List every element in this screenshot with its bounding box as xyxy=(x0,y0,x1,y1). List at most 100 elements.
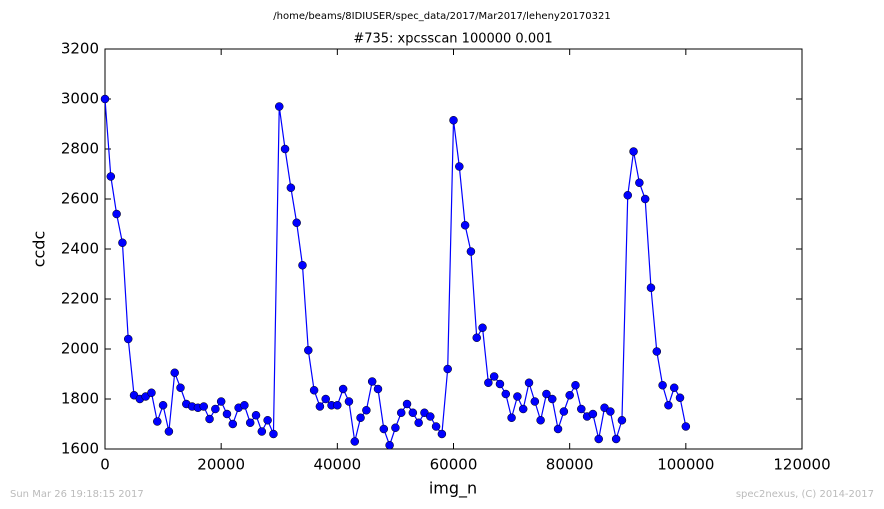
data-point xyxy=(176,383,185,392)
data-point xyxy=(333,401,342,410)
data-point xyxy=(309,386,319,395)
data-point xyxy=(629,147,638,156)
data-point xyxy=(646,283,656,292)
data-point xyxy=(321,394,330,404)
data-point xyxy=(269,429,278,439)
x-tick-label: 80000 xyxy=(546,456,594,474)
data-point xyxy=(478,323,487,332)
x-tick-label: 20000 xyxy=(197,456,245,474)
data-point xyxy=(577,404,586,414)
data-point xyxy=(373,384,383,394)
data-point xyxy=(501,389,511,399)
data-point xyxy=(344,397,354,406)
data-point xyxy=(617,416,627,425)
data-point xyxy=(524,378,534,387)
data-point xyxy=(228,419,238,429)
data-point xyxy=(106,172,116,181)
data-point xyxy=(484,378,493,387)
data-point xyxy=(507,413,516,422)
y-tick-label: 1600 xyxy=(61,440,99,458)
data-point xyxy=(396,408,406,417)
data-point xyxy=(280,144,290,154)
data-point xyxy=(304,346,313,355)
data-point xyxy=(391,423,400,432)
data-point xyxy=(606,407,615,416)
data-point xyxy=(623,191,632,200)
data-point xyxy=(455,162,464,171)
y-tick-label: 2200 xyxy=(61,290,99,308)
data-point xyxy=(286,183,296,192)
data-point xyxy=(402,399,412,409)
x-axis-label: img_n xyxy=(429,479,477,499)
data-point xyxy=(530,397,540,406)
data-point xyxy=(675,393,685,402)
data-point xyxy=(147,388,156,397)
data-point xyxy=(542,389,551,399)
data-point xyxy=(640,194,650,204)
data-point xyxy=(367,377,377,386)
data-point xyxy=(240,401,249,410)
data-point xyxy=(426,412,435,421)
data-point xyxy=(495,379,505,389)
data-point xyxy=(275,102,284,111)
data-point xyxy=(611,434,621,444)
footer-right: spec2nexus, (C) 2014-2017 xyxy=(736,489,874,500)
y-tick-label: 3000 xyxy=(61,90,99,108)
y-tick-label: 2400 xyxy=(61,240,99,258)
data-point xyxy=(356,413,365,422)
data-point xyxy=(338,384,348,394)
data-point xyxy=(553,424,563,434)
data-point xyxy=(158,401,168,410)
data-point xyxy=(664,401,673,410)
y-tick-label: 2800 xyxy=(61,140,99,158)
data-point xyxy=(472,333,481,342)
footer-left: Sun Mar 26 19:18:15 2017 xyxy=(10,489,144,500)
data-point xyxy=(245,418,255,427)
data-point xyxy=(565,391,574,400)
y-tick-label: 2600 xyxy=(61,190,99,208)
chart-title: #735: xpcsscan 100000 0.001 xyxy=(353,32,552,47)
y-tick-label: 3200 xyxy=(61,40,99,58)
data-point xyxy=(681,422,691,431)
data-point xyxy=(437,429,447,439)
data-point xyxy=(588,409,598,419)
data-point xyxy=(362,406,371,415)
data-point xyxy=(205,414,214,424)
data-point xyxy=(298,261,307,270)
data-point xyxy=(199,402,208,411)
data-point xyxy=(449,116,458,125)
data-point xyxy=(652,347,662,356)
data-point xyxy=(408,408,418,417)
data-point xyxy=(385,441,394,450)
suptitle: /home/beams/8IDIUSER/spec_data/2017/Mar2… xyxy=(273,11,610,22)
data-point xyxy=(216,397,226,406)
y-axis-label: ccdc xyxy=(30,231,49,268)
x-tick-label: 100000 xyxy=(657,456,714,474)
data-point xyxy=(414,418,423,427)
data-point xyxy=(164,427,174,436)
data-point xyxy=(263,416,272,425)
data-point xyxy=(112,209,121,219)
data-point xyxy=(211,404,220,414)
x-tick-label: 60000 xyxy=(430,456,478,474)
data-point xyxy=(100,94,110,104)
data-point xyxy=(379,424,389,434)
data-point xyxy=(658,381,667,390)
x-tick-label: 40000 xyxy=(313,456,361,474)
data-point xyxy=(466,247,476,256)
data-point xyxy=(571,381,580,390)
data-point xyxy=(489,372,499,381)
x-tick-label: 0 xyxy=(100,456,110,474)
data-point xyxy=(251,411,261,420)
data-point xyxy=(123,334,133,344)
y-tick-label: 1800 xyxy=(61,390,99,408)
data-point xyxy=(460,221,470,230)
y-tick-label: 2000 xyxy=(61,340,99,358)
data-point xyxy=(431,422,441,431)
data-point xyxy=(443,364,452,374)
data-point xyxy=(315,402,325,411)
data-point xyxy=(635,178,644,187)
